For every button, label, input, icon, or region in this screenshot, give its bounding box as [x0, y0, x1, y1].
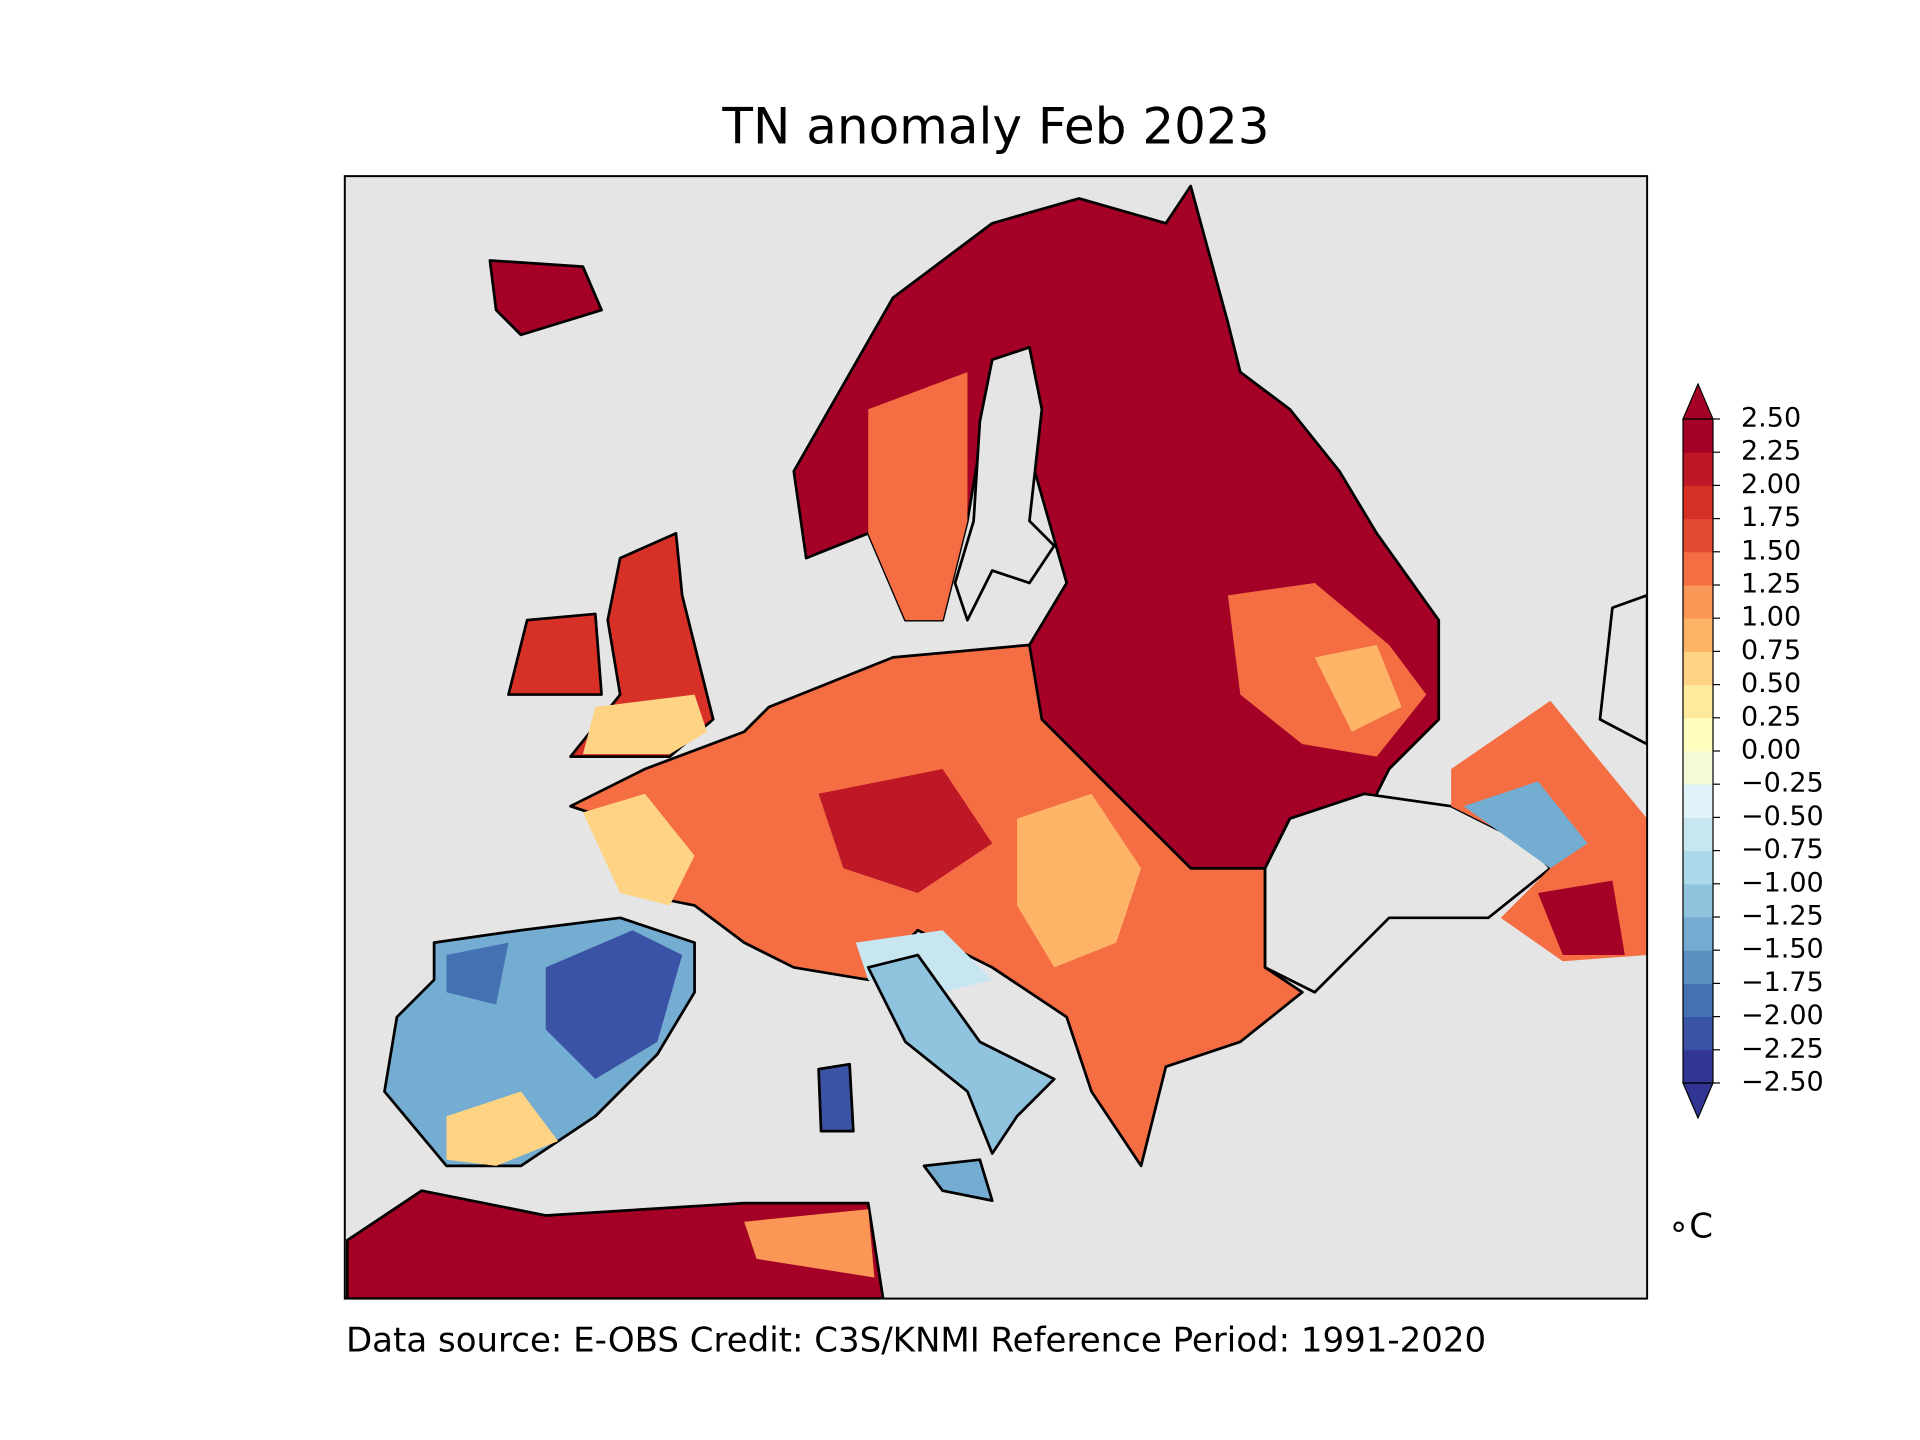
colorbar-tick-label: −0.50: [1741, 801, 1824, 832]
turkey-cool: [1463, 781, 1588, 869]
north-africa: [345, 1189, 885, 1299]
colorbar-segment: [1683, 551, 1713, 586]
iberia-cold: [545, 930, 683, 1080]
colorbar-segment: [1683, 1016, 1713, 1051]
colorbar-segment: [1683, 518, 1713, 553]
colorbar-segment: [1683, 419, 1713, 453]
colorbar-segment: [1683, 717, 1713, 752]
colorbar-tick-label: 2.00: [1741, 469, 1801, 500]
map-title: TN anomaly Feb 2023: [721, 98, 1269, 156]
colorbar-tick-label: −2.00: [1741, 1000, 1824, 1031]
colorbar: −2.50−2.25−2.00−1.75−1.50−1.25−1.00−0.75…: [1682, 382, 1824, 1120]
colorbar-tick-label: −0.25: [1741, 768, 1824, 799]
colorbar-segment: [1683, 917, 1713, 951]
colorbar-tick-label: −2.25: [1741, 1033, 1824, 1064]
colorbar-tick-label: −1.50: [1741, 934, 1824, 965]
colorbar-tick-label: −0.75: [1741, 834, 1824, 865]
colorbar-tick-label: −1.75: [1741, 967, 1824, 998]
colorbar-tick-label: −1.00: [1741, 867, 1824, 898]
colorbar-tick-label: 0.75: [1741, 635, 1801, 666]
colorbar-segment: [1683, 684, 1713, 719]
map: [343, 175, 1649, 1300]
middle-east-coast: [1598, 593, 1648, 746]
iberia-south: [446, 1091, 559, 1166]
colorbar-unit: ∘C: [1668, 1207, 1713, 1247]
warm-patch: [582, 793, 695, 906]
colorbar-segment: [1683, 452, 1713, 486]
colorbar-tick-label: 1.50: [1741, 535, 1801, 566]
colorbar-tick-label: −2.50: [1741, 1067, 1824, 1098]
sicily: [922, 1158, 994, 1202]
colorbar-tick-label: 1.00: [1741, 602, 1801, 633]
colorbar-segment: [1683, 1049, 1713, 1084]
footer-credit: Data source: E-OBS Credit: C3S/KNMI Refe…: [346, 1321, 1486, 1361]
colorbar-extend-over: [1682, 382, 1714, 420]
colorbar-segment: [1683, 585, 1713, 619]
colorbar-segment: [1683, 883, 1713, 918]
iberia-cold-2: [446, 942, 509, 1005]
colorbar-segment: [1683, 950, 1713, 984]
gb-south: [582, 694, 707, 755]
colorbar-tick-label: 0.50: [1741, 668, 1801, 699]
scandinavia-warm: [868, 372, 968, 621]
black-sea: [1263, 792, 1552, 994]
ireland: [507, 612, 603, 696]
colorbar-segment: [1683, 850, 1713, 885]
colorbar-extend-under: [1682, 1082, 1714, 1120]
colorbar-tick-label: 0.00: [1741, 735, 1801, 766]
colorbar-segment: [1683, 618, 1713, 652]
warm-patch-2: [1017, 793, 1142, 968]
colorbar-tick-label: 1.25: [1741, 569, 1801, 600]
colorbar-tick-label: 2.50: [1741, 403, 1801, 434]
colorbar-segment: [1683, 817, 1713, 852]
map-frame: [343, 175, 1649, 1300]
map-regions: [345, 184, 1648, 1299]
colorbar-segment: [1683, 983, 1713, 1018]
colorbar-segment: [1683, 485, 1713, 520]
colorbar-segment: [1683, 784, 1713, 818]
hot-patch: [818, 768, 993, 894]
colorbar-tick-label: 0.25: [1741, 701, 1801, 732]
colorbar-segment: [1683, 751, 1713, 785]
baltic-sea: [953, 345, 1056, 622]
colorbar-tick-label: 1.75: [1741, 502, 1801, 533]
north-africa-east: [744, 1209, 875, 1278]
turkey-hot: [1537, 880, 1625, 956]
russia-orange: [1314, 644, 1402, 732]
italy: [866, 953, 1056, 1155]
colorbar-tick-label: −1.25: [1741, 901, 1824, 932]
sardinia: [817, 1062, 855, 1133]
colorbar-tick-label: 2.25: [1741, 436, 1801, 467]
iceland: [488, 259, 603, 337]
colorbar-segment: [1683, 651, 1713, 686]
